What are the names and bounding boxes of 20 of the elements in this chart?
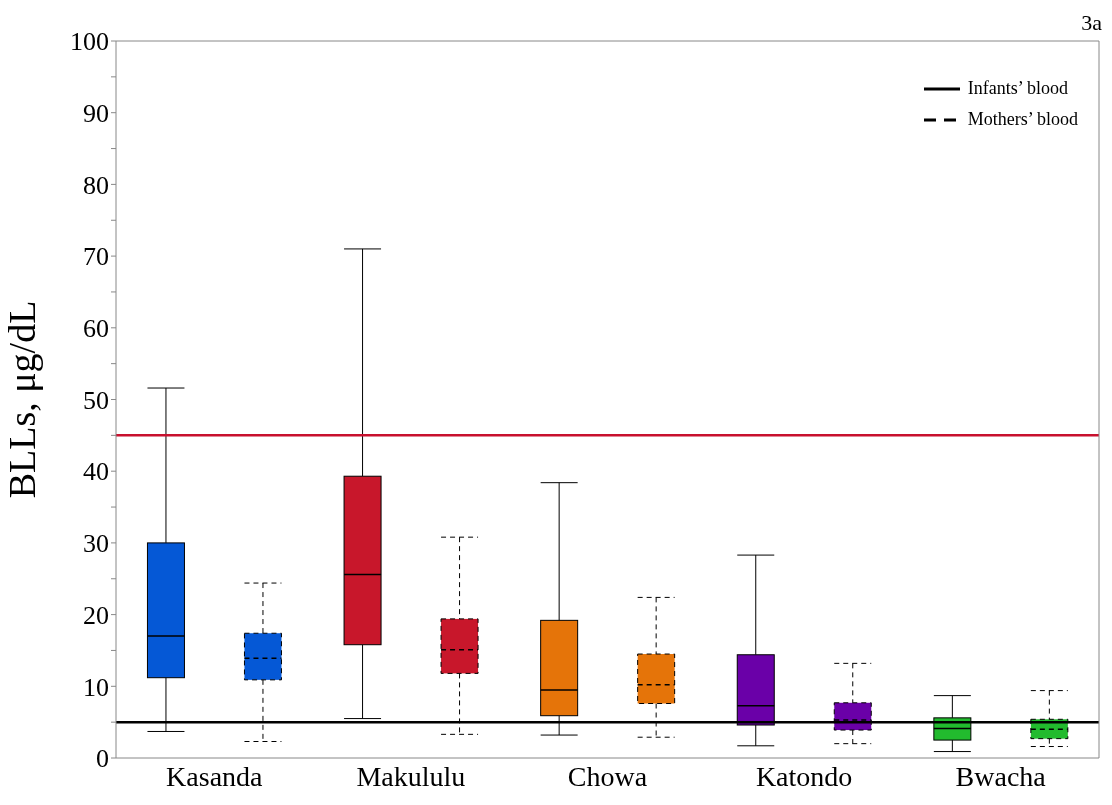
y-tick-label: 40 (83, 457, 109, 487)
y-tick-label: 90 (83, 98, 109, 128)
y-tick-label: 50 (83, 385, 109, 415)
x-tick-label: Kasanda (166, 760, 264, 792)
y-tick-label: 10 (83, 672, 109, 702)
y-tick-label: 80 (83, 170, 109, 200)
x-tick-label: Katondo (755, 760, 853, 792)
text: 3a (1081, 10, 1102, 36)
y-axis-title: BLLs, μg/dL (1, 300, 44, 499)
y-tick-label: 60 (83, 314, 109, 344)
legend-label: Mothers’ blood (967, 109, 1078, 130)
legend-label: Infants’ blood (967, 78, 1068, 99)
y-tick-label: 100 (70, 27, 109, 57)
y-tick-label: 0 (96, 744, 109, 774)
x-tick-label: Bwacha (955, 760, 1047, 792)
x-tick-label: Chowa (567, 760, 648, 792)
y-tick-label: 70 (83, 242, 109, 272)
y-tick-label: 30 (83, 529, 109, 559)
y-tick-label: 20 (83, 600, 109, 630)
x-tick-label: Makululu (356, 760, 466, 792)
